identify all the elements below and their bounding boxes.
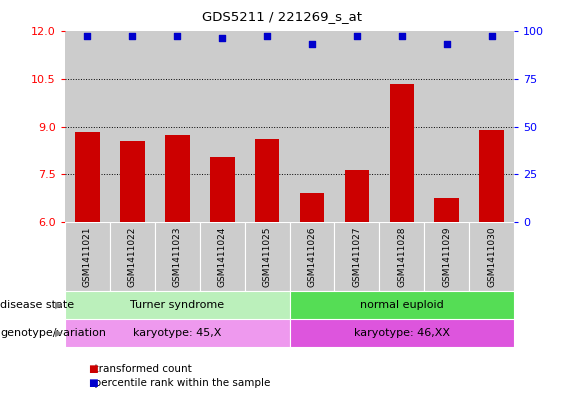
Bar [200,31,245,222]
Bar [424,31,469,222]
Bar [210,157,234,222]
Text: percentile rank within the sample: percentile rank within the sample [88,378,270,388]
Text: karyotype: 45,X: karyotype: 45,X [133,328,221,338]
Bar [434,198,459,222]
Bar [380,31,424,222]
Text: GSM1411021: GSM1411021 [83,226,92,286]
Bar [65,222,110,291]
Bar [289,31,334,222]
Bar [200,222,245,291]
Point [397,33,406,39]
Bar [380,222,424,291]
Text: GSM1411028: GSM1411028 [397,226,406,286]
Point [173,33,182,39]
Bar [155,31,200,222]
Bar [75,132,100,222]
Text: ▶: ▶ [55,300,62,310]
Bar [110,31,155,222]
Text: GSM1411030: GSM1411030 [487,226,496,287]
Bar [479,130,504,222]
Bar [245,222,289,291]
Bar [345,170,370,222]
Bar [334,222,380,291]
Bar [65,31,110,222]
Text: GSM1411026: GSM1411026 [307,226,316,286]
Text: GSM1411022: GSM1411022 [128,226,137,286]
Bar [289,319,514,347]
Text: ▶: ▶ [55,328,62,338]
Text: ■: ■ [88,378,97,388]
Bar [289,291,514,319]
Bar [289,222,334,291]
Point [353,33,362,39]
Point [128,33,137,39]
Bar [334,31,380,222]
Point [83,33,92,39]
Point [263,33,272,39]
Text: ■: ■ [88,364,97,374]
Bar [389,84,414,222]
Bar [65,319,289,347]
Bar [299,193,324,222]
Bar [120,141,145,222]
Bar [110,222,155,291]
Bar [65,291,289,319]
Point [218,35,227,42]
Text: genotype/variation: genotype/variation [0,328,106,338]
Bar [245,31,289,222]
Text: GSM1411025: GSM1411025 [263,226,272,286]
Bar [155,222,200,291]
Text: GSM1411023: GSM1411023 [173,226,182,286]
Bar [469,31,514,222]
Text: karyotype: 46,XX: karyotype: 46,XX [354,328,450,338]
Text: GDS5211 / 221269_s_at: GDS5211 / 221269_s_at [202,10,363,23]
Text: GSM1411027: GSM1411027 [353,226,362,286]
Point [307,40,316,47]
Bar [165,135,190,222]
Text: normal euploid: normal euploid [360,300,444,310]
Text: disease state: disease state [0,300,74,310]
Text: transformed count: transformed count [88,364,192,374]
Text: GSM1411024: GSM1411024 [218,226,227,286]
Bar [255,140,280,222]
Point [487,33,496,39]
Point [442,40,451,47]
Text: Turner syndrome: Turner syndrome [130,300,224,310]
Text: GSM1411029: GSM1411029 [442,226,451,286]
Bar [424,222,469,291]
Bar [469,222,514,291]
